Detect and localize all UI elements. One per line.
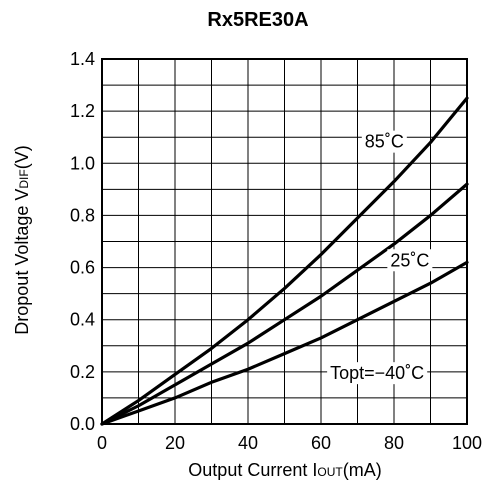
- x-tick-label: 100: [452, 433, 482, 453]
- y-axis-label-subscript: DIF: [17, 169, 31, 188]
- x-axis-label: Output Current IOUT(mA): [188, 460, 381, 480]
- series-line: [100, 96, 469, 426]
- y-tick-label: 0.8: [70, 205, 95, 225]
- y-tick-label: 0.6: [70, 258, 95, 278]
- x-axis-label-suffix: (mA): [343, 460, 382, 480]
- series-line: [100, 260, 469, 426]
- x-axis-label-prefix: Output Current I: [188, 460, 317, 480]
- y-axis-label-suffix: (V): [12, 145, 32, 169]
- series-label-layer: 85˚C 25˚C Topt=−40˚C: [327, 130, 433, 385]
- series-label-background: [361, 130, 407, 153]
- x-tick-label: 0: [97, 433, 107, 453]
- y-axis-label-prefix: Dropout Voltage V: [12, 189, 32, 335]
- x-tick-label: 60: [311, 433, 331, 453]
- y-tick-label: 1.4: [70, 49, 95, 69]
- series-label: 85˚C: [365, 132, 404, 152]
- y-tick-label: 0.2: [70, 362, 95, 382]
- y-tick-label: 0.0: [70, 414, 95, 434]
- y-axis-label: Dropout Voltage VDIF(V): [12, 145, 32, 334]
- series-label: Topt=−40˚C: [330, 363, 424, 383]
- y-tick-label: 1.2: [70, 101, 95, 121]
- x-tick-label: 20: [165, 433, 185, 453]
- series-label: 25˚C: [390, 250, 429, 270]
- tick-layer: 0 20 40 60 80 100 0.0 0.2 0.4 0.6 0.8 1.0 1.2 1.4: [70, 49, 482, 453]
- y-tick-label: 0.4: [70, 310, 95, 330]
- plot-frame: [101, 58, 468, 425]
- y-tick-label: 1.0: [70, 153, 95, 173]
- series-line: [100, 182, 469, 426]
- x-tick-label: 40: [238, 433, 258, 453]
- chart-title: Rx5RE30A: [207, 9, 308, 31]
- x-axis-label-subscript: OUT: [317, 465, 343, 479]
- series-layer: [100, 96, 469, 426]
- series-label-background: [387, 249, 433, 272]
- x-tick-label: 80: [384, 433, 404, 453]
- series-label-background: [327, 362, 428, 385]
